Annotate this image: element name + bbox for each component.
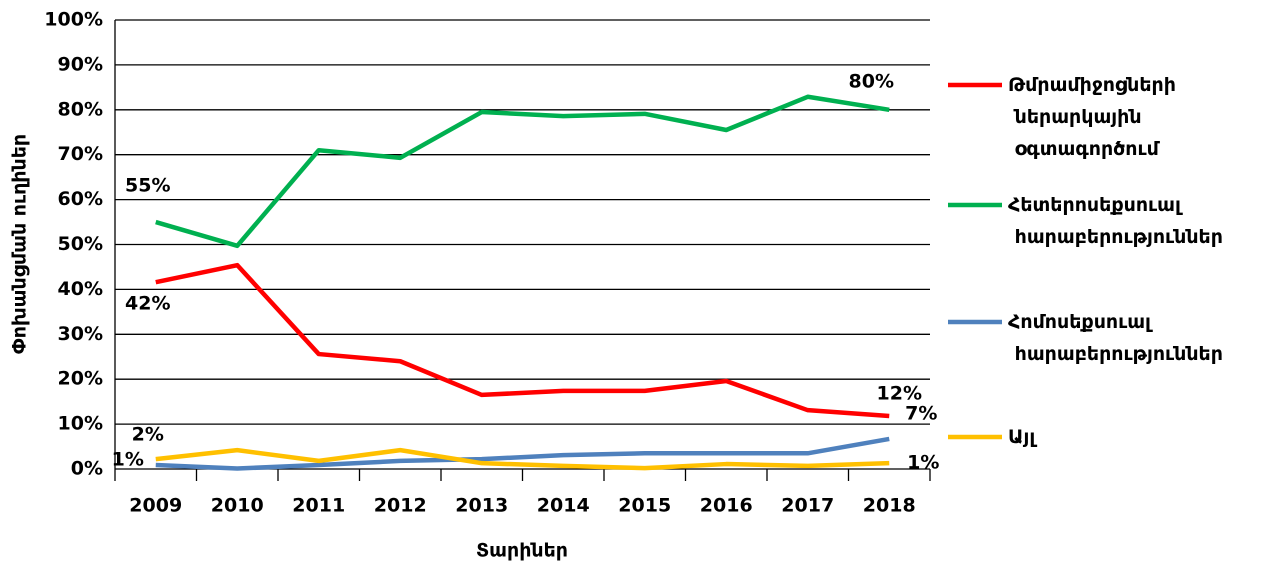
data-label: 7% <box>905 402 937 424</box>
y-tick-label: 90% <box>58 53 103 75</box>
legend-label: Այլ <box>1008 426 1037 448</box>
series-line <box>155 94 890 249</box>
x-tick-label: 2014 <box>537 495 590 517</box>
x-tick-label: 2013 <box>455 495 508 517</box>
y-tick-label: 30% <box>58 323 103 345</box>
y-tick-label: 80% <box>58 98 103 120</box>
x-tick-label: 2010 <box>211 495 264 517</box>
x-tick-label: 2015 <box>618 495 671 517</box>
series-line <box>155 447 890 471</box>
x-axis-label: Տարիներ <box>476 540 568 562</box>
y-tick-label: 20% <box>58 368 103 390</box>
y-tick-label: 70% <box>58 143 103 165</box>
data-label: 42% <box>125 293 170 315</box>
y-tick-label: 10% <box>58 413 103 435</box>
x-tick-label: 2016 <box>700 495 753 517</box>
y-axis-label: Փոխանցման ուղիներ <box>9 134 31 354</box>
x-tick-label: 2009 <box>129 495 182 517</box>
y-tick-label: 0% <box>71 458 103 480</box>
y-tick-label: 40% <box>58 278 103 300</box>
x-tick-label: 2011 <box>292 495 345 517</box>
data-label: 80% <box>849 70 894 92</box>
series-line <box>155 436 890 471</box>
data-label: 2% <box>132 424 164 446</box>
x-tick-label: 2012 <box>374 495 427 517</box>
series-line <box>155 262 890 419</box>
y-tick-label: 50% <box>58 233 103 255</box>
data-label: 12% <box>877 383 922 405</box>
data-label: 1% <box>907 452 939 474</box>
data-label: 55% <box>125 175 170 197</box>
y-tick-label: 100% <box>44 9 103 31</box>
y-tick-label: 60% <box>58 188 103 210</box>
legend-label: Հետերոսեքսուալ հարաբերություններ <box>1008 194 1223 248</box>
data-label: 1% <box>112 448 144 470</box>
x-tick-label: 2018 <box>863 495 916 517</box>
x-tick-label: 2017 <box>781 495 834 517</box>
legend-label: Թմրամիջոցների ներարկային օգտագործում <box>1008 74 1176 160</box>
legend-label: Հոմոսեքսուալ հարաբերություններ <box>1008 311 1223 365</box>
